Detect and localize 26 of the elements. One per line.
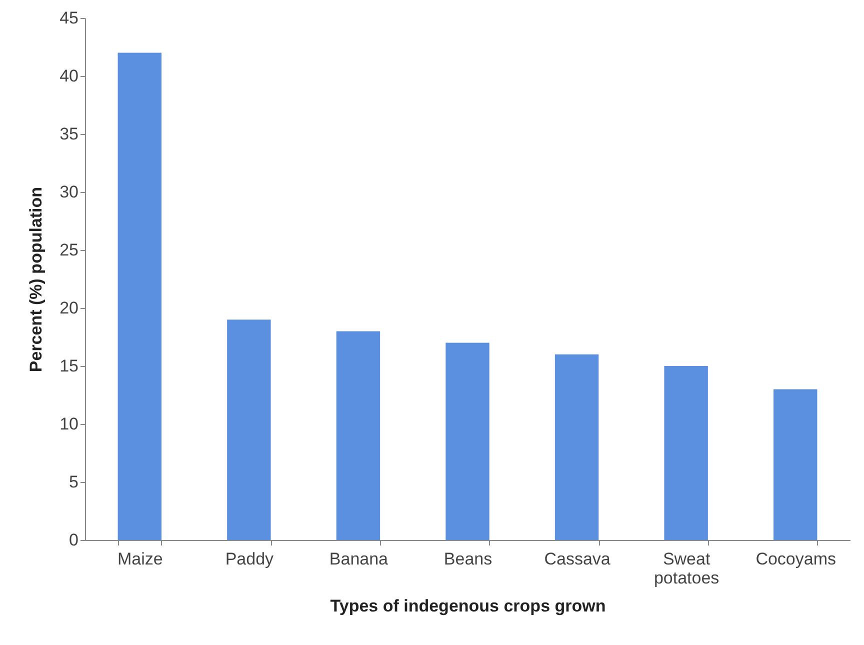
x-tick-label: Banana <box>329 550 389 568</box>
y-tick-label: 25 <box>60 240 78 260</box>
x-tick-label: Maize <box>117 550 163 568</box>
y-tick-label: 45 <box>60 8 78 28</box>
x-tick-label: Sweat potatoes <box>654 550 720 588</box>
x-tick-label: Cocoyams <box>756 550 836 568</box>
x-tick-label: Cassava <box>544 550 611 568</box>
x-tick-label: Beans <box>444 550 492 568</box>
y-tick-label: 20 <box>60 298 78 318</box>
y-tick-label: 15 <box>60 356 78 376</box>
bar <box>227 320 271 540</box>
x-tick-label: Paddy <box>225 550 274 568</box>
y-tick-label: 30 <box>60 182 78 202</box>
y-axis-title: Percent (%) population <box>26 186 46 372</box>
bar <box>664 366 708 540</box>
bar <box>118 52 162 540</box>
y-tick-label: 35 <box>60 124 78 144</box>
y-tick-label: 40 <box>60 66 78 86</box>
bar <box>554 354 599 540</box>
bar <box>336 331 380 540</box>
y-tick-label: 0 <box>69 530 78 550</box>
y-tick-label: 10 <box>60 414 78 434</box>
bar <box>446 342 490 540</box>
x-axis-title: Types of indegenous crops grown <box>330 596 606 616</box>
y-tick-label: 5 <box>69 472 78 492</box>
bar <box>774 389 818 540</box>
